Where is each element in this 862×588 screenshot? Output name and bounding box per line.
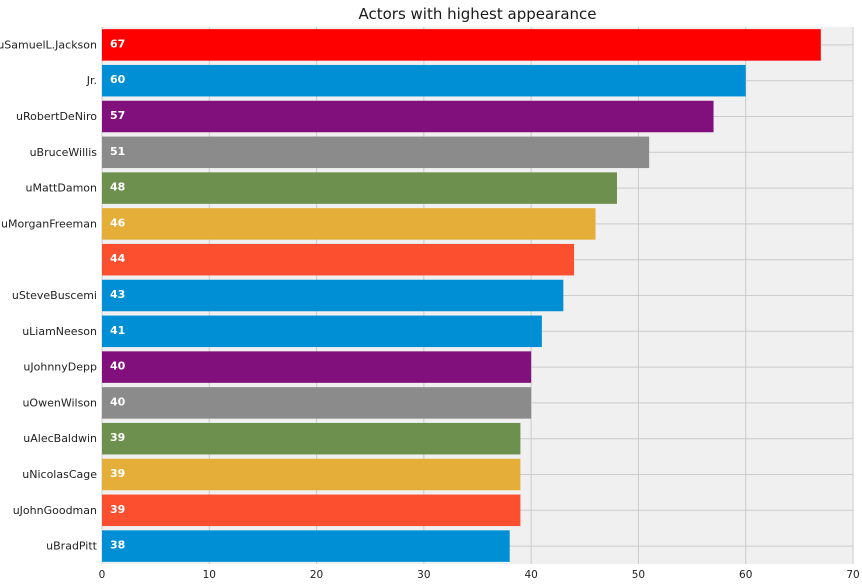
bar-value-label: 39 xyxy=(110,431,125,444)
category-label: Jr. xyxy=(86,74,97,87)
category-label: uJohnnyDepp xyxy=(23,361,97,374)
category-label: uAlecBaldwin xyxy=(23,432,97,445)
bar xyxy=(102,136,650,169)
bar xyxy=(102,100,714,133)
bar-value-label: 39 xyxy=(110,503,125,516)
bar xyxy=(102,422,521,455)
bar xyxy=(102,315,542,348)
bar xyxy=(102,387,532,419)
category-label: uMattDamon xyxy=(26,182,97,195)
category-label: uJohnGoodman xyxy=(13,504,97,517)
bar xyxy=(102,172,617,204)
x-tick-label: 40 xyxy=(524,569,537,581)
x-tick-label: 60 xyxy=(739,569,752,581)
bar-value-label: 67 xyxy=(110,37,125,50)
bar-value-label: 41 xyxy=(110,324,125,337)
bar xyxy=(102,64,746,97)
bar-value-label: 40 xyxy=(110,395,126,408)
category-label: uSamuelL.Jackson xyxy=(0,38,97,51)
bar xyxy=(102,351,532,383)
bar xyxy=(102,530,510,562)
bar-value-label: 44 xyxy=(110,252,126,265)
x-tick-label: 50 xyxy=(632,569,645,581)
bar-value-label: 39 xyxy=(110,467,125,480)
x-tick-label: 30 xyxy=(417,569,430,581)
bar-value-label: 57 xyxy=(110,109,125,122)
category-label: uNicolasCage xyxy=(22,468,97,481)
x-tick-label: 70 xyxy=(846,569,859,581)
x-tick-label: 20 xyxy=(310,569,323,581)
category-label: uLiamNeeson xyxy=(22,325,97,338)
bar-value-label: 46 xyxy=(110,216,126,229)
bar xyxy=(102,208,596,240)
bar xyxy=(102,243,575,276)
category-label: uBruceWillis xyxy=(30,146,98,159)
bar-value-label: 51 xyxy=(110,145,125,158)
category-label: uOwenWilson xyxy=(22,396,97,409)
bar xyxy=(102,29,821,61)
category-label: uMorganFreeman xyxy=(1,217,97,230)
category-label: uBradPitt xyxy=(46,540,98,553)
chart-title: Actors with highest appearance xyxy=(358,5,597,23)
x-tick-label: 10 xyxy=(203,569,216,581)
category-label: uRobertDeNiro xyxy=(16,110,97,123)
bar-value-label: 40 xyxy=(110,360,126,373)
bar xyxy=(102,494,521,527)
bar xyxy=(102,458,521,491)
bar xyxy=(102,279,564,312)
x-tick-label: 0 xyxy=(99,569,106,581)
bar-value-label: 60 xyxy=(110,73,126,86)
bar-value-label: 48 xyxy=(110,181,125,194)
bar-value-label: 38 xyxy=(110,539,125,552)
bar-value-label: 43 xyxy=(110,288,125,301)
category-label: uSteveBuscemi xyxy=(12,289,97,302)
